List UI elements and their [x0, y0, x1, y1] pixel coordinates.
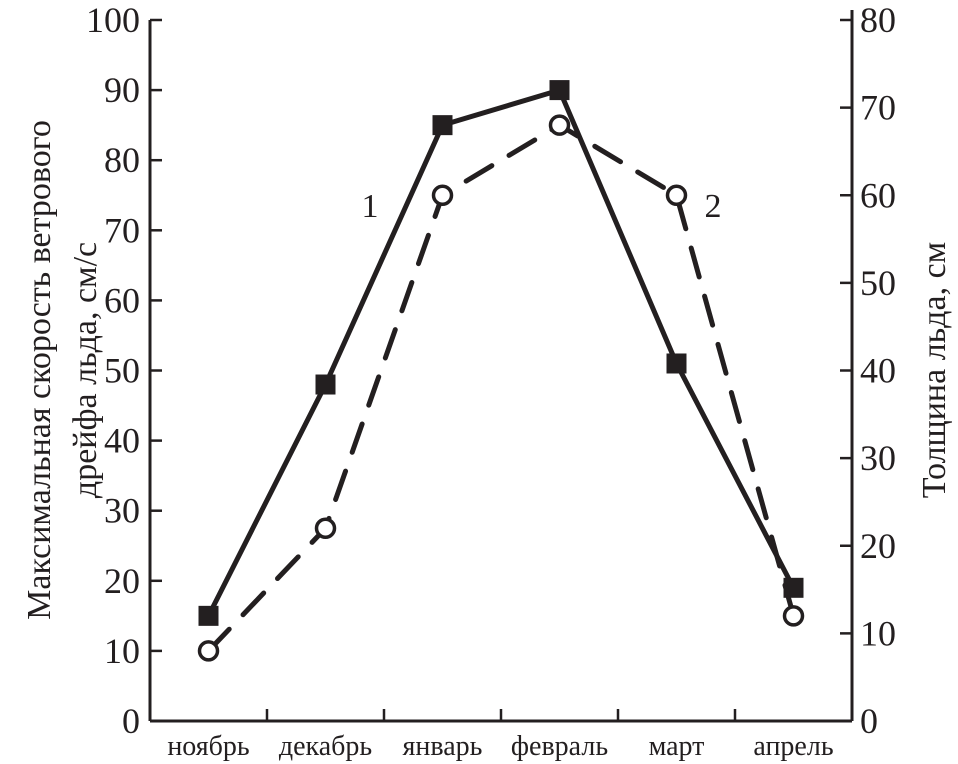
series-1-marker: [549, 80, 570, 101]
series-layer: [197, 80, 805, 662]
x-tick-label: апрель: [753, 731, 833, 762]
left-tick-label: 0: [122, 701, 140, 741]
series-2-marker: [197, 640, 220, 662]
left-tick-label: 90: [104, 70, 140, 110]
series-2-marker: [665, 184, 688, 206]
left-tick-label: 100: [86, 0, 140, 40]
series-2-marker: [548, 114, 571, 136]
left-tick-label: 70: [104, 210, 140, 250]
series-2-label: 2: [705, 188, 722, 225]
right-tick-label: 50: [860, 263, 896, 303]
series-1-marker: [666, 353, 687, 374]
series-1-label: 1: [362, 188, 379, 225]
series-1-marker: [315, 374, 336, 395]
right-tick-label: 10: [860, 613, 896, 653]
left-tick-label: 20: [104, 561, 140, 601]
x-tick-label: январь: [403, 731, 483, 762]
ylabel-left-line-1: Максимальная скорость ветрового: [21, 120, 58, 620]
right-tick-label: 0: [860, 701, 878, 741]
right-tick-label: 30: [860, 438, 896, 478]
right-tick-label: 60: [860, 175, 896, 215]
ylabel-right: Толщина льда, см: [916, 242, 953, 498]
series-1-marker: [432, 115, 453, 136]
x-tick-label: март: [649, 731, 705, 762]
series-1-line: [206, 87, 796, 617]
series-2-marker: [431, 184, 454, 206]
ylabel-left-line-2: дрейфа льда, см/с: [67, 242, 104, 498]
left-tick-label: 30: [104, 491, 140, 531]
left-tick-label: 80: [104, 140, 140, 180]
right-tick-label: 80: [860, 0, 896, 40]
left-tick-label: 50: [104, 351, 140, 391]
series-2-line: [206, 122, 796, 654]
series-1-marker: [198, 605, 219, 626]
axes: 0 10 20 30 40 50 60 70 80 90 100 0 10 20 30 40 50 60 70 80 н…: [86, 0, 896, 762]
right-tick-label: 40: [860, 351, 896, 391]
labels: Максимальная скорость ветрового дрейфа л…: [21, 120, 953, 620]
x-tick-label: декабрь: [279, 731, 372, 762]
right-tick-label: 70: [860, 88, 896, 128]
left-tick-label: 40: [104, 421, 140, 461]
series-2-marker: [782, 605, 805, 627]
left-tick-label: 60: [104, 280, 140, 320]
x-tick-label: февраль: [511, 731, 608, 762]
left-tick-label: 10: [104, 631, 140, 671]
x-tick-label: ноябрь: [167, 731, 249, 762]
right-tick-label: 20: [860, 526, 896, 566]
series-2-marker: [314, 517, 337, 539]
